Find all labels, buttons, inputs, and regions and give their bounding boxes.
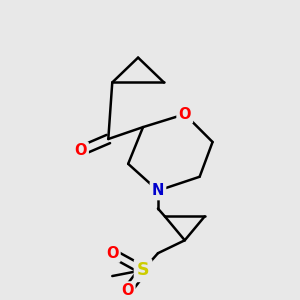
Text: O: O — [178, 107, 191, 122]
Text: N: N — [152, 183, 164, 198]
Text: S: S — [137, 261, 149, 279]
Text: O: O — [74, 143, 87, 158]
Text: O: O — [121, 284, 134, 298]
Text: O: O — [106, 246, 118, 261]
